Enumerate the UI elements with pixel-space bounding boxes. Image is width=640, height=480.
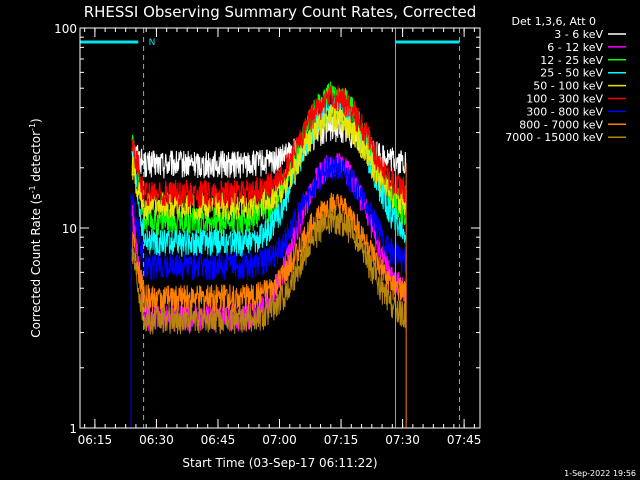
legend-label: 25 - 50 keV	[540, 67, 603, 80]
x-tick-label: 06:15	[78, 433, 113, 447]
series-line-9	[131, 207, 407, 335]
y-tick-label: 100	[54, 22, 77, 36]
series-line-7	[131, 156, 407, 281]
night-marker-label: N	[149, 38, 156, 48]
y-axis-label: Corrected Count Rate (s-1 detector-1)	[28, 118, 43, 337]
legend-label: 6 - 12 keV	[547, 41, 603, 54]
x-tick-label: 07:45	[447, 433, 482, 447]
series-line-6	[131, 85, 407, 208]
x-axis-label: Start Time (03-Sep-17 06:11:22)	[182, 456, 377, 470]
x-tick-label: 06:45	[201, 433, 236, 447]
x-tick-label: 07:30	[385, 433, 420, 447]
x-tick-label: 07:00	[262, 433, 297, 447]
axes-layer: 06:15 06:30 06:45 07:00 07:15 07:30 07:45 100 10…	[54, 22, 481, 447]
legend-label: 7000 - 15000 keV	[505, 131, 603, 144]
plot-frame	[79, 27, 481, 429]
legend-label: 12 - 25 keV	[540, 54, 603, 67]
chart-title: RHESSI Observing Summary Count Rates, Co…	[84, 3, 477, 21]
y-tick-label: 1	[69, 422, 77, 436]
legend-label: 800 - 7000 keV	[519, 118, 603, 131]
x-tick-label: 07:15	[324, 433, 359, 447]
legend-label: 50 - 100 keV	[533, 80, 603, 93]
legend-title: Det 1,3,6, Att 0	[512, 15, 596, 28]
y-tick-label: 10	[62, 222, 77, 236]
legend-label: 100 - 300 keV	[526, 93, 603, 106]
series-layer	[130, 81, 407, 428]
legend-label: 300 - 800 keV	[526, 105, 603, 118]
footer-timestamp: 1-Sep-2022 19:56	[564, 469, 636, 478]
legend-label: 3 - 6 keV	[554, 28, 603, 41]
x-tick-label: 06:30	[139, 433, 174, 447]
